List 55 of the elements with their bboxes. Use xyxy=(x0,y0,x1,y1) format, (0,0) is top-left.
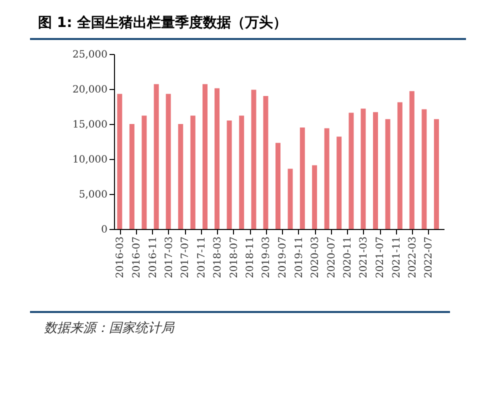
x-tick-label: 2021-03 xyxy=(358,236,370,278)
bar xyxy=(397,102,402,229)
bar xyxy=(178,124,184,229)
bar xyxy=(142,116,147,229)
y-tick-label: 15,000 xyxy=(72,120,108,130)
x-tick-label: 2022-03 xyxy=(407,236,418,278)
x-tick-label: 2017-11 xyxy=(196,236,208,278)
x-tick-label: 2019-03 xyxy=(261,236,272,278)
x-tick-label: 2021-11 xyxy=(391,236,402,278)
bar xyxy=(239,116,244,229)
bar xyxy=(409,91,414,229)
y-tick-label: 20,000 xyxy=(72,84,108,96)
x-tick-label: 2018-03 xyxy=(212,236,224,278)
y-tick-label: 25,000 xyxy=(72,50,108,60)
x-tick-label: 2016-07 xyxy=(131,236,142,278)
bar xyxy=(336,136,342,229)
y-tick-label: 0 xyxy=(101,224,108,236)
x-tick-label: 2017-03 xyxy=(164,236,175,278)
x-tick-label: 2016-11 xyxy=(148,236,159,278)
bar xyxy=(300,128,305,229)
bar xyxy=(276,142,280,229)
bar xyxy=(214,88,220,229)
x-tick-label: 2018-07 xyxy=(228,236,240,278)
x-tick-label: 2018-11 xyxy=(245,236,256,278)
bar xyxy=(422,109,427,229)
x-tick-label: 2019-07 xyxy=(278,236,288,278)
bar xyxy=(117,94,122,229)
bar xyxy=(129,124,134,229)
bar xyxy=(434,119,439,229)
bar xyxy=(251,90,256,229)
bar xyxy=(190,116,196,229)
bar xyxy=(288,168,293,229)
bar xyxy=(360,108,366,229)
source-note: 数据来源：国家统计局 xyxy=(30,311,450,337)
x-tick-label: 2020-11 xyxy=(342,236,354,278)
bar xyxy=(202,84,208,229)
x-tick-label: 2019-11 xyxy=(294,236,305,278)
x-tick-label: 2016-03 xyxy=(115,236,126,278)
bar xyxy=(312,165,318,229)
bar xyxy=(166,94,171,229)
x-tick-label: 2021-07 xyxy=(375,236,386,278)
bar xyxy=(348,112,354,229)
bar xyxy=(385,119,390,229)
x-tick-label: 2020-03 xyxy=(310,236,322,278)
bar xyxy=(373,112,378,229)
x-tick-label: 2022-07 xyxy=(424,236,435,278)
bar xyxy=(226,120,232,229)
x-tick-label: 2017-07 xyxy=(180,236,192,278)
y-tick-label: 5,000 xyxy=(78,190,108,200)
bar xyxy=(324,128,330,229)
chart-title: 图 1: 全国生猪出栏量季度数据（万头） xyxy=(30,10,466,40)
x-tick-label: 2020-07 xyxy=(326,236,338,278)
bar xyxy=(154,84,159,229)
bar xyxy=(263,96,268,229)
y-tick-label: 10,000 xyxy=(72,154,108,166)
